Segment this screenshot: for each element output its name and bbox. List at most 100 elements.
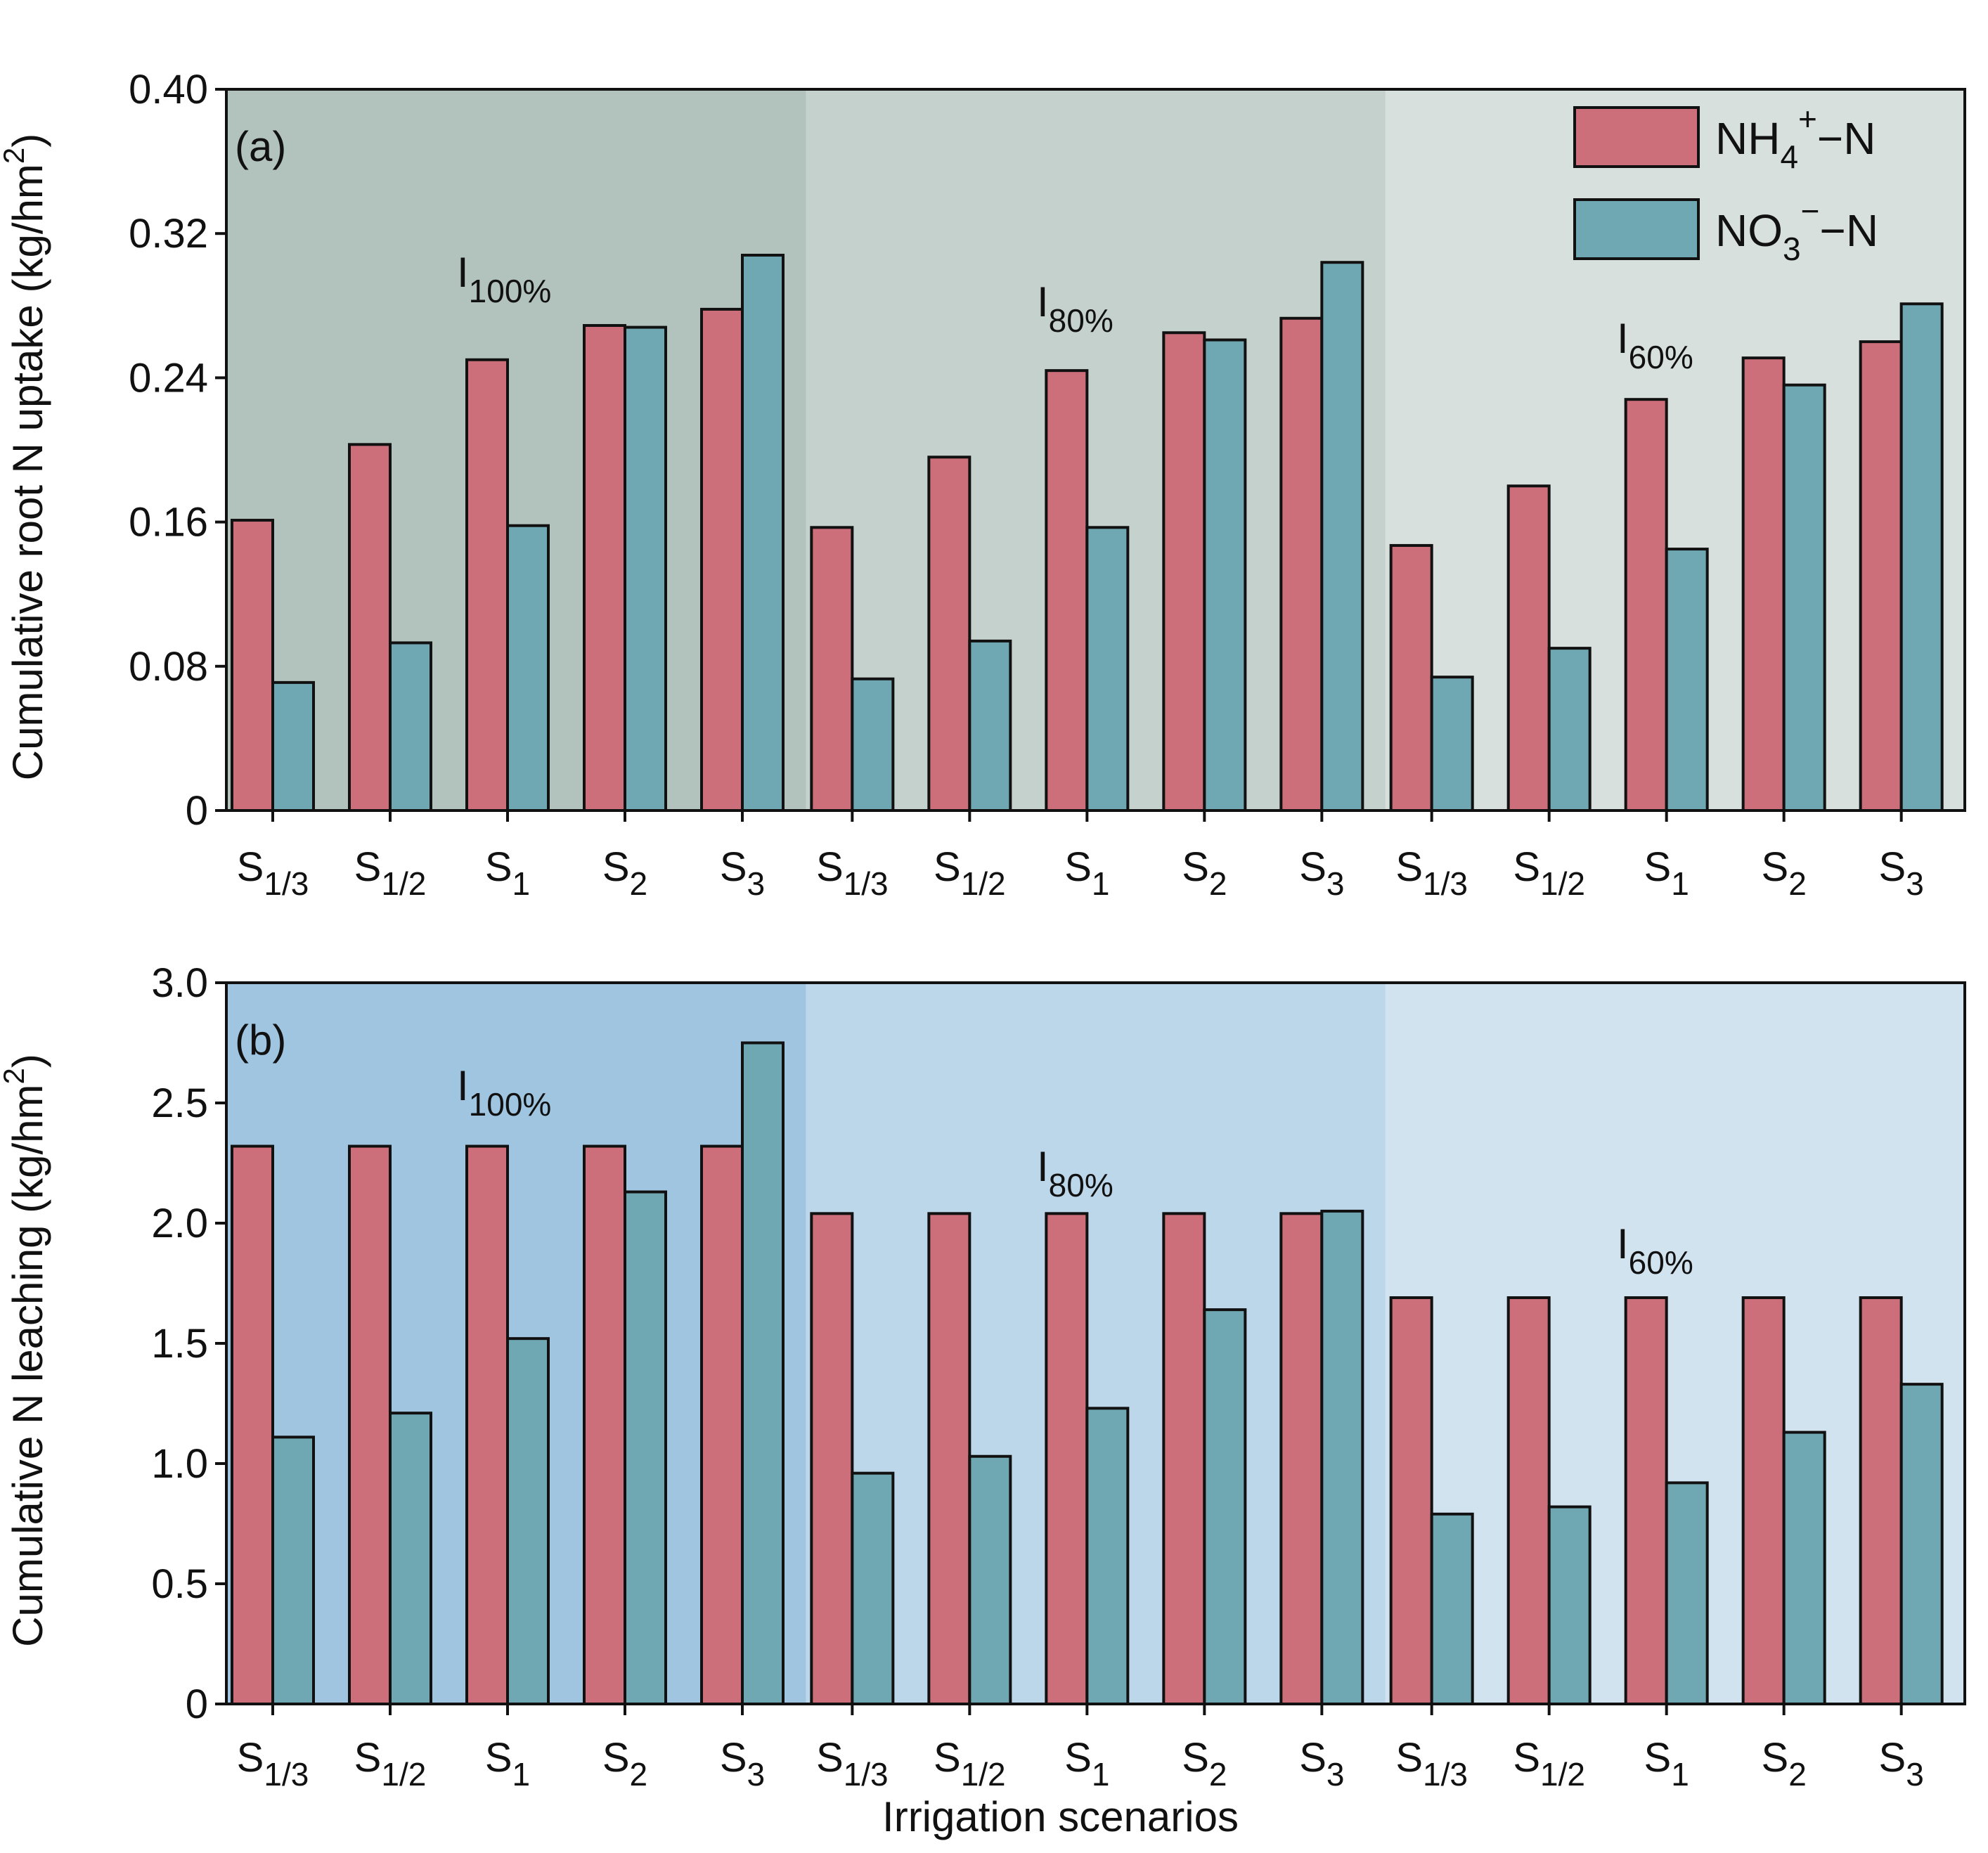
- plot-frame: [225, 88, 1966, 812]
- y-tick-label: 0.32: [129, 211, 208, 257]
- category-label: S3: [1299, 844, 1344, 902]
- bar-nh4-g2-c0: [1389, 543, 1433, 812]
- group-label: I60%: [1617, 315, 1693, 375]
- bar-nh4-g1-c4: [1279, 1212, 1324, 1705]
- category-label: S1: [485, 844, 530, 902]
- category-label: S3: [1299, 1735, 1344, 1793]
- bar-no3-g1-c4: [1320, 1209, 1364, 1705]
- bar-no3-g1-c0: [851, 677, 895, 812]
- y-tick-label: 0.5: [151, 1561, 208, 1607]
- bar-no3-g2-c2: [1665, 1481, 1709, 1706]
- bar-no3-g0-c0: [271, 1435, 315, 1705]
- bar-no3-g1-c1: [968, 1454, 1012, 1705]
- category-label: S1/3: [237, 844, 309, 902]
- bar-no3-g2-c3: [1782, 383, 1826, 812]
- y-axis-title: Cumulative N leaching (kg/hm2): [0, 1054, 51, 1647]
- legend-label: NO3−−N: [1715, 193, 1878, 267]
- category-label: S2: [1762, 844, 1807, 902]
- category-label: S3: [1879, 844, 1924, 902]
- legend-swatch-nh4: [1573, 106, 1700, 168]
- y-tick-label: 0: [186, 788, 208, 834]
- bar-nh4-g0-c4: [700, 1144, 744, 1706]
- bar-no3-g0-c1: [389, 641, 432, 813]
- bar-no3-g1-c4: [1320, 261, 1364, 812]
- category-label: S3: [720, 1735, 765, 1793]
- y-tick-label: 2.0: [151, 1201, 208, 1246]
- bar-nh4-g2-c2: [1624, 398, 1668, 812]
- bar-no3-g0-c3: [624, 1190, 667, 1706]
- category-label: S1/2: [934, 844, 1006, 902]
- bar-nh4-g0-c4: [700, 307, 744, 812]
- y-tick-label: 0.16: [129, 500, 208, 545]
- category-label: S2: [1762, 1735, 1807, 1793]
- bar-nh4-g0-c3: [583, 1144, 626, 1706]
- category-label: S1/3: [1395, 844, 1468, 902]
- bar-nh4-g0-c0: [231, 519, 274, 812]
- panel-tag: (a): [235, 123, 286, 170]
- bar-no3-g2-c4: [1899, 302, 1944, 812]
- bar-nh4-g2-c2: [1624, 1296, 1668, 1705]
- category-label: S2: [602, 1735, 647, 1793]
- bar-nh4-g0-c1: [348, 1144, 392, 1706]
- bar-nh4-g2-c0: [1389, 1296, 1433, 1705]
- y-tick-label: 0: [186, 1681, 208, 1727]
- bar-nh4-g0-c0: [231, 1144, 274, 1706]
- category-label: S1: [1064, 844, 1109, 902]
- panel-b: 0 0.5 1.0 1.5 2.0 2.5 3.0 S1/3 S1/2 S1 S2 S3 S1/3 S1/…: [0, 960, 1966, 1840]
- bar-nh4-g2-c1: [1506, 1296, 1551, 1705]
- legend-label: NH4+−N: [1715, 101, 1876, 175]
- y-tick-label: 0.08: [129, 644, 208, 690]
- y-tick-label: 2.5: [151, 1080, 208, 1126]
- y-tick-label: 1.5: [151, 1321, 208, 1367]
- group-label: I80%: [1037, 1143, 1114, 1203]
- bar-nh4-g2-c3: [1741, 356, 1786, 812]
- bar-no3-g2-c1: [1547, 1505, 1592, 1706]
- category-label: S1/3: [816, 844, 889, 902]
- group-label: I100%: [457, 1062, 551, 1123]
- bar-no3-g1-c0: [851, 1471, 895, 1705]
- bar-no3-g0-c2: [506, 1337, 550, 1706]
- category-label: S1/3: [237, 1735, 309, 1793]
- legend-swatch-no3: [1573, 198, 1700, 260]
- bar-nh4-g1-c3: [1162, 1212, 1206, 1705]
- category-label: S1/2: [354, 1735, 427, 1793]
- bar-nh4-g1-c3: [1162, 331, 1206, 812]
- bar-nh4-g2-c3: [1741, 1296, 1786, 1705]
- group-label: I60%: [1617, 1220, 1693, 1281]
- group-label: I100%: [457, 249, 551, 309]
- bar-no3-g1-c2: [1085, 526, 1130, 812]
- y-tick-label: 3.0: [151, 960, 208, 1006]
- y-tick-label: 1.0: [151, 1441, 208, 1487]
- bar-no3-g0-c1: [389, 1412, 432, 1706]
- bar-no3-g0-c3: [624, 325, 667, 812]
- bar-nh4-g1-c1: [927, 456, 972, 812]
- bar-nh4-g1-c1: [927, 1212, 972, 1705]
- y-tick-label: 0.40: [129, 67, 208, 112]
- bar-nh4-g1-c2: [1045, 369, 1089, 812]
- bar-nh4-g1-c0: [810, 1212, 854, 1705]
- bar-nh4-g0-c3: [583, 324, 626, 812]
- bar-no3-g2-c1: [1547, 647, 1592, 813]
- bar-no3-g1-c3: [1203, 338, 1247, 813]
- bar-no3-g1-c3: [1203, 1308, 1247, 1705]
- category-label: S2: [1182, 1735, 1227, 1793]
- category-label: S3: [720, 844, 765, 902]
- category-label: S1/3: [816, 1735, 889, 1793]
- category-label: S2: [602, 844, 647, 902]
- category-label: S1: [1064, 1735, 1109, 1793]
- category-label: S1/2: [1513, 844, 1585, 902]
- bar-nh4-g0-c1: [348, 443, 392, 812]
- bar-no3-g1-c1: [968, 639, 1012, 813]
- bar-no3-g0-c4: [741, 1041, 785, 1705]
- category-label: S1: [485, 1735, 530, 1793]
- bar-no3-g2-c4: [1899, 1383, 1944, 1705]
- y-axis-title: Cumulative root N uptake (kg/hm2): [0, 134, 51, 780]
- bar-nh4-g2-c4: [1859, 1296, 1903, 1705]
- bar-nh4-g0-c2: [465, 358, 509, 812]
- bar-nh4-g1-c0: [810, 526, 854, 812]
- bar-no3-g0-c0: [271, 680, 315, 813]
- category-label: S1: [1644, 844, 1689, 902]
- group-label: I80%: [1037, 278, 1114, 339]
- category-label: S1/2: [354, 844, 427, 902]
- bar-no3-g2-c0: [1430, 1512, 1474, 1706]
